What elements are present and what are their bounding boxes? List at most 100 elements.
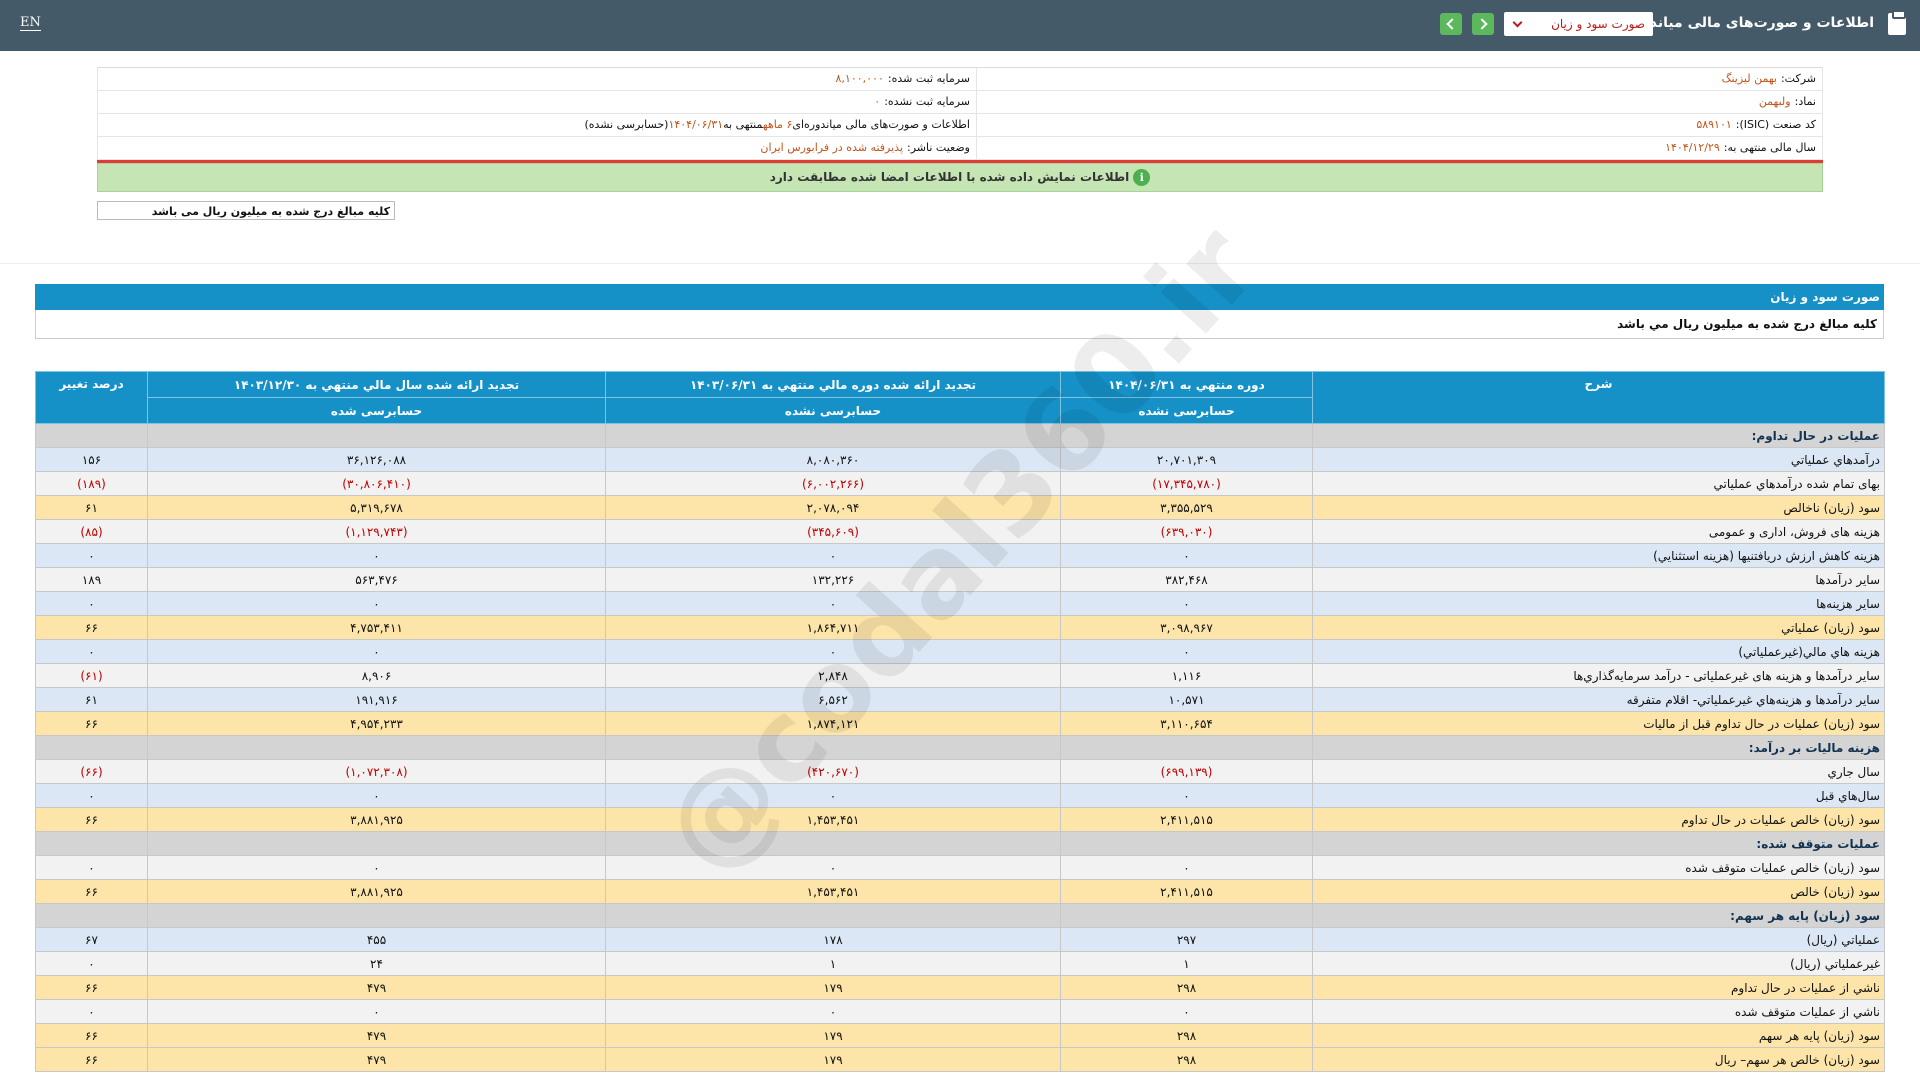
row-value: ۰ — [1060, 783, 1313, 808]
row-label: هزينه کاهش ارزش دريافتنيها (هزينه استثنا… — [1312, 543, 1885, 568]
row-value: ۱,۸۷۴,۱۲۱ — [605, 711, 1061, 736]
row-label: سود (زيان) پايه هر سهم — [1312, 1023, 1885, 1048]
statement-row: عملياتي (ريال) ۲۹۷ ۱۷۸ ۴۵۵ ۶۷ — [35, 927, 1885, 952]
row-value: ۴,۹۵۴,۲۳۳ — [147, 711, 606, 736]
row-value: (۱,۱۲۹,۷۴۳) — [147, 519, 606, 544]
row-value: ۰ — [605, 639, 1061, 664]
row-value: ۰ — [35, 639, 148, 664]
column-subheader: حسابرسی نشده — [1060, 397, 1313, 424]
row-value: ۰ — [35, 855, 148, 880]
row-value: ۲۹۸ — [1060, 1047, 1313, 1072]
row-value — [1060, 903, 1313, 928]
row-label: درآمدهاي عملياتي — [1312, 447, 1885, 472]
row-value: ۰ — [1060, 855, 1313, 880]
row-value: ۰ — [605, 591, 1061, 616]
row-value: ۱۳۲,۲۲۶ — [605, 567, 1061, 592]
row-label: سود (زيان) خالص عمليات در حال تداوم — [1312, 807, 1885, 832]
row-value: ۰ — [35, 999, 148, 1024]
info-value: بهمن لیزینگ — [1721, 72, 1777, 85]
row-value: ۱۷۹ — [605, 1023, 1061, 1048]
info-label: سال مالی منتهی به: — [1723, 141, 1816, 154]
row-label: سال‌هاي قبل — [1312, 783, 1885, 808]
row-value — [605, 735, 1061, 760]
top-bar: اطلاعات و صورت‌های مالی میاندوره‌ای صورت… — [0, 0, 1920, 51]
row-value: ۳۶,۱۲۶,۰۸۸ — [147, 447, 606, 472]
match-notice: ℹاطلاعات نمایش داده شده با اطلاعات امضا … — [97, 163, 1823, 192]
statement-row: سود (زيان) خالص ۲,۴۱۱,۵۱۵ ۱,۴۵۳,۴۵۱ ۳,۸۸۱,۹… — [35, 879, 1885, 904]
info-cell: سال مالی منتهی به:۱۴۰۴/۱۲/۲۹ — [976, 137, 1823, 159]
row-value: ۰ — [605, 855, 1061, 880]
column-subheader: حسابرسی نشده — [605, 397, 1061, 424]
row-label: سود (زيان) خالص — [1312, 879, 1885, 904]
row-value — [1060, 735, 1313, 760]
row-value — [605, 903, 1061, 928]
row-value: (۱۸۹) — [35, 471, 148, 496]
row-label: غيرعملياتي (ريال) — [1312, 951, 1885, 976]
match-notice-text: اطلاعات نمایش داده شده با اطلاعات امضا ش… — [769, 170, 1130, 184]
row-value — [147, 735, 606, 760]
row-value: ۱۰,۵۷۱ — [1060, 687, 1313, 712]
row-label: سود (زيان) خالص عمليات متوقف شده — [1312, 855, 1885, 880]
info-label: شرکت: — [1780, 72, 1816, 85]
info-value: ۸,۱۰۰,۰۰۰ — [835, 72, 884, 85]
row-label: ساير درآمدها و هزينه هاى غيرعملياتى - در… — [1312, 663, 1885, 688]
statement-title: صورت سود و زیان — [35, 284, 1884, 310]
row-value: ۶۷ — [35, 927, 148, 952]
red-line — [97, 160, 1823, 163]
row-label: ساير هزينه‌ها — [1312, 591, 1885, 616]
info-value: ۶ ماهه — [762, 118, 793, 131]
row-value: ۲,۰۷۸,۰۹۴ — [605, 495, 1061, 520]
info-cell: نماد:ولبهمن — [976, 91, 1823, 113]
row-value: ۱۵۶ — [35, 447, 148, 472]
row-value: ۲,۴۱۱,۵۱۵ — [1060, 879, 1313, 904]
prev-button[interactable] — [1440, 13, 1462, 35]
info-row: نماد:ولبهمن سرمایه ثبت نشده:۰ — [97, 91, 1823, 114]
info-label: نماد: — [1794, 95, 1816, 108]
row-value: ۶۶ — [35, 975, 148, 1000]
row-value: ۴۷۹ — [147, 975, 606, 1000]
info-label: اطلاعات و صورت‌های مالی میاندوره‌ای — [792, 118, 970, 131]
row-value: ۶۶ — [35, 807, 148, 832]
page-title: اطلاعات و صورت‌های مالی میاندوره‌ای — [1607, 15, 1874, 31]
statement-row: ساير درآمدها و هزينه هاى غيرعملياتى - در… — [35, 663, 1885, 688]
info-cell: شرکت:بهمن لیزینگ — [976, 68, 1823, 90]
row-label: عمليات در حال تداوم: — [1312, 423, 1885, 448]
info-row: سال مالی منتهی به:۱۴۰۴/۱۲/۲۹ وضعیت ناشر:پ… — [97, 137, 1823, 160]
statement-unit-note: كليه مبالغ درج شده به ميليون ريال مي باش… — [35, 310, 1884, 339]
row-value: ۱۷۹ — [605, 975, 1061, 1000]
row-label: بهاى تمام شده درآمدهاي عملياتي — [1312, 471, 1885, 496]
statement-row: سال جاري (۶۹۹,۱۳۹) (۴۲۰,۶۷۰) (۱,۰۷۲,۳۰۸) (۶۶… — [35, 759, 1885, 784]
row-label: عمليات متوقف شده: — [1312, 831, 1885, 856]
row-label: ناشي از عمليات متوقف شده — [1312, 999, 1885, 1024]
info-label: منتهی به — [723, 118, 763, 131]
row-value: ۴,۷۵۳,۴۱۱ — [147, 615, 606, 640]
row-value: ۱ — [1060, 951, 1313, 976]
info-icon: ℹ — [1133, 169, 1151, 186]
statement-row: درآمدهاي عملياتي ۲۰,۷۰۱,۳۰۹ ۸,۰۸۰,۳۶۰ ۳۶,۱۲… — [35, 447, 1885, 472]
row-value: ۴۷۹ — [147, 1023, 606, 1048]
row-value: ۲۴ — [147, 951, 606, 976]
statement-select[interactable]: صورت سود و زیان — [1504, 12, 1653, 36]
header-subrow: حسابرسی نشده حسابرسی نشده حسابرسی شده — [36, 397, 1885, 424]
info-row: کد صنعت (ISIC):۵۸۹۱۰۱ اطلاعات و صورت‌های … — [97, 114, 1823, 137]
row-value: (۶۳۹,۰۳۰) — [1060, 519, 1313, 544]
row-value: (۱,۰۷۲,۳۰۸) — [147, 759, 606, 784]
row-value: ۳۸۲,۴۶۸ — [1060, 567, 1313, 592]
column-header: شرح — [1312, 371, 1885, 424]
statement-row: ساير درآمدها و هزينه‌هاي غيرعملياتي- اقل… — [35, 687, 1885, 712]
row-value: ۱۹۱,۹۱۶ — [147, 687, 606, 712]
row-value: ۱,۸۶۴,۷۱۱ — [605, 615, 1061, 640]
column-subheader: حسابرسی شده — [147, 397, 606, 424]
row-value — [605, 423, 1061, 448]
statement-row: سود (زيان) پايه هر سهم ۲۹۸ ۱۷۹ ۴۷۹ ۶۶ — [35, 1023, 1885, 1048]
row-value: ۶۱ — [35, 687, 148, 712]
column-header: تجديد ارائه شده دوره مالي منتهي به ۱۴۰۳/… — [605, 371, 1061, 398]
column-header: تجديد ارائه شده سال مالي منتهي به ۱۴۰۳/۱… — [147, 371, 606, 398]
language-link[interactable]: EN — [20, 15, 41, 31]
select-text: صورت سود و زیان — [1551, 17, 1645, 31]
row-value: ۲۹۷ — [1060, 927, 1313, 952]
row-label: هزينه ماليات بر درآمد: — [1312, 735, 1885, 760]
row-value: ۴۵۵ — [147, 927, 606, 952]
next-button[interactable] — [1472, 13, 1494, 35]
company-info: شرکت:بهمن لیزینگ سرمایه ثبت شده:۸,۱۰۰,۰۰۰… — [97, 67, 1823, 192]
